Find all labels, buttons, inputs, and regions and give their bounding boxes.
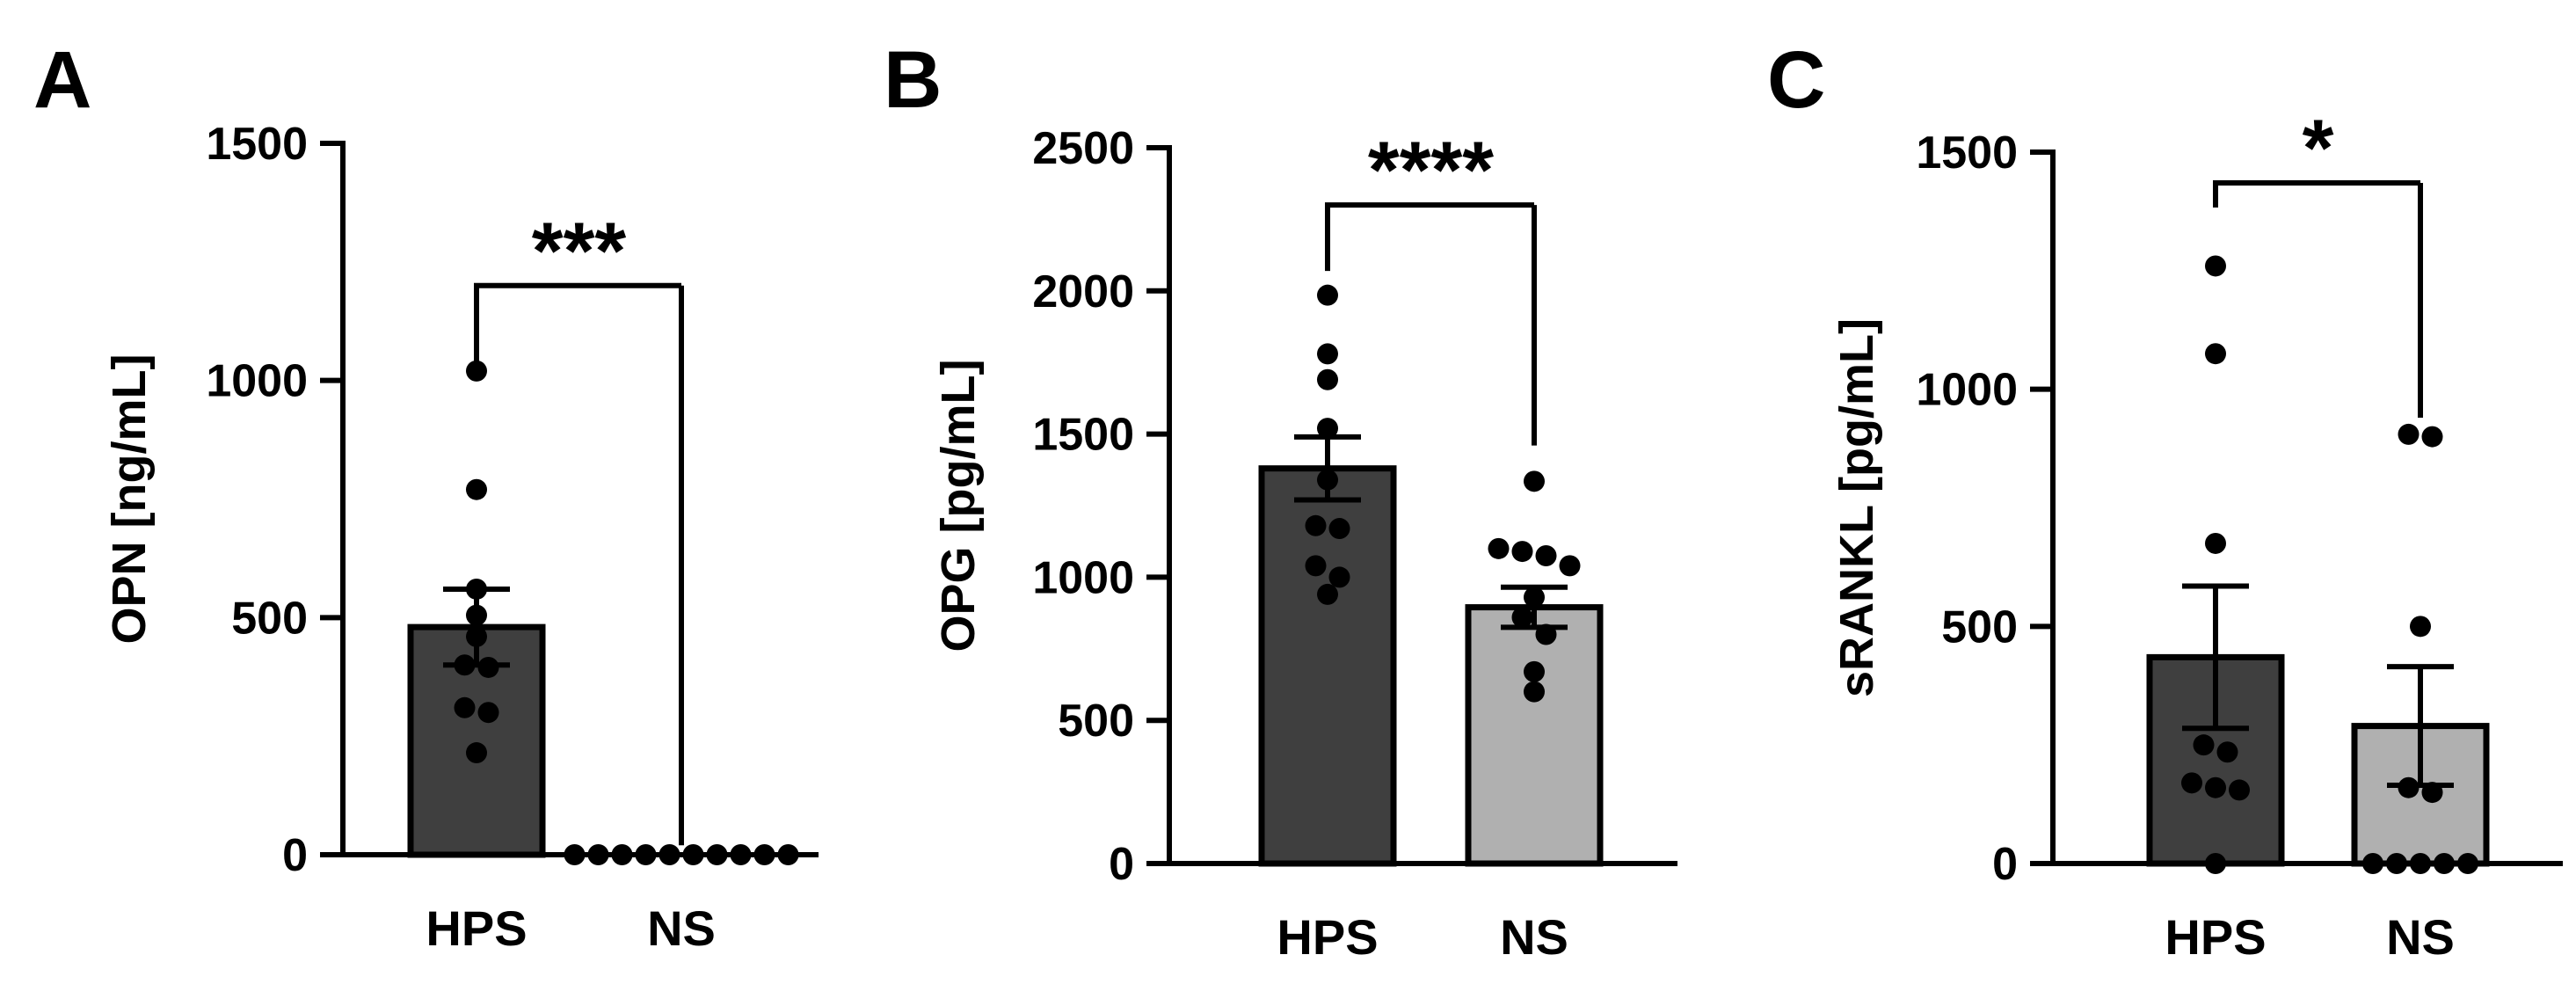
data-point xyxy=(2205,532,2226,554)
data-point xyxy=(2181,772,2202,794)
data-point xyxy=(2193,734,2215,756)
data-point xyxy=(1524,681,1545,703)
data-point xyxy=(454,696,476,718)
data-point xyxy=(1317,368,1338,390)
x-category-label: HPS xyxy=(1277,909,1378,965)
data-point xyxy=(2421,782,2443,804)
y-tick-label: 1000 xyxy=(206,356,308,407)
data-point xyxy=(1305,555,1327,577)
y-tick-label: 1500 xyxy=(1916,128,2018,179)
panel-letter: B xyxy=(884,35,942,125)
data-point xyxy=(466,604,487,626)
y-tick-label: 1500 xyxy=(1032,410,1134,461)
data-point xyxy=(753,844,775,865)
y-tick-label: 0 xyxy=(1992,839,2018,890)
data-point xyxy=(1524,587,1545,609)
data-point xyxy=(2398,776,2420,798)
significance-bracket xyxy=(2213,180,2420,208)
data-point xyxy=(477,656,499,678)
data-point xyxy=(1524,660,1545,682)
data-point xyxy=(659,844,680,865)
data-point xyxy=(2421,426,2443,448)
significance-label: *** xyxy=(532,207,627,296)
x-category-label: HPS xyxy=(426,900,527,956)
bar-ns xyxy=(1465,604,1604,867)
data-point xyxy=(2229,779,2250,801)
y-tick-label: 1500 xyxy=(206,119,308,170)
data-point xyxy=(730,844,752,865)
data-point xyxy=(1535,623,1557,645)
data-point xyxy=(1328,518,1350,540)
data-point xyxy=(466,360,487,382)
x-category-label: NS xyxy=(647,900,716,956)
y-axis-title: OPN [ng/mL] xyxy=(103,354,156,645)
data-point xyxy=(2216,741,2238,763)
data-point xyxy=(466,578,487,600)
data-point xyxy=(1488,537,1510,559)
y-tick-label: 500 xyxy=(1058,696,1134,747)
data-point xyxy=(635,844,657,865)
y-axis-title: OPG [pg/mL] xyxy=(932,360,985,652)
panel-letter: A xyxy=(33,35,91,125)
data-point xyxy=(2205,255,2226,277)
data-point xyxy=(1317,418,1338,440)
data-point xyxy=(466,625,487,647)
data-point xyxy=(587,844,609,865)
x-category-label: NS xyxy=(2386,909,2455,965)
data-point xyxy=(466,478,487,500)
y-tick-label: 1000 xyxy=(1032,552,1134,603)
significance-label: **** xyxy=(1368,126,1494,215)
data-point xyxy=(611,844,633,865)
data-point xyxy=(1524,470,1545,492)
data-point xyxy=(2457,853,2478,874)
data-point xyxy=(2386,853,2407,874)
bar-hps xyxy=(1258,465,1397,867)
data-point xyxy=(564,844,586,865)
data-point xyxy=(1317,284,1338,306)
data-point xyxy=(777,844,799,865)
y-tick-label: 0 xyxy=(1109,839,1134,890)
x-category-label: NS xyxy=(1500,909,1568,965)
data-point xyxy=(1559,555,1581,577)
x-category-label: HPS xyxy=(2165,909,2266,965)
data-point xyxy=(1328,566,1350,588)
y-tick-label: 500 xyxy=(1941,601,2018,652)
chart-panel-a: A OPN [ng/mL] 0 500 1000 1500 HPS NS *** xyxy=(33,35,819,956)
data-point xyxy=(2362,853,2383,874)
significance-bracket xyxy=(474,282,681,369)
y-tick-label: 500 xyxy=(231,593,308,644)
data-point xyxy=(2205,853,2226,874)
data-point xyxy=(2205,776,2226,798)
data-point xyxy=(706,844,728,865)
data-point xyxy=(1535,544,1557,566)
panel-letter: C xyxy=(1767,35,1825,125)
data-point xyxy=(2410,616,2431,638)
data-point xyxy=(466,742,487,764)
chart-panel-b: B OPG [pg/mL] 0 500 1000 1500 2000 2500 HPS NS ***… xyxy=(884,35,1677,965)
data-point xyxy=(2398,423,2420,445)
data-point xyxy=(454,654,476,676)
data-point xyxy=(1317,343,1338,365)
y-tick-label: 0 xyxy=(282,830,308,881)
data-point xyxy=(2205,343,2226,365)
y-tick-label: 2000 xyxy=(1032,266,1134,317)
significance-bracket xyxy=(1325,202,1534,272)
significance-label: * xyxy=(2303,104,2334,193)
data-point xyxy=(1317,583,1338,605)
data-point xyxy=(1317,469,1338,491)
y-tick-label: 2500 xyxy=(1032,123,1134,174)
data-point xyxy=(1511,606,1533,628)
y-tick-label: 1000 xyxy=(1916,365,2018,416)
data-point xyxy=(2434,853,2455,874)
data-point xyxy=(1511,541,1533,563)
data-point xyxy=(682,844,704,865)
data-point xyxy=(2410,853,2431,874)
y-axis-title: sRANKL [pg/mL] xyxy=(1830,318,1883,697)
data-point xyxy=(1305,514,1327,536)
data-point xyxy=(477,702,499,724)
